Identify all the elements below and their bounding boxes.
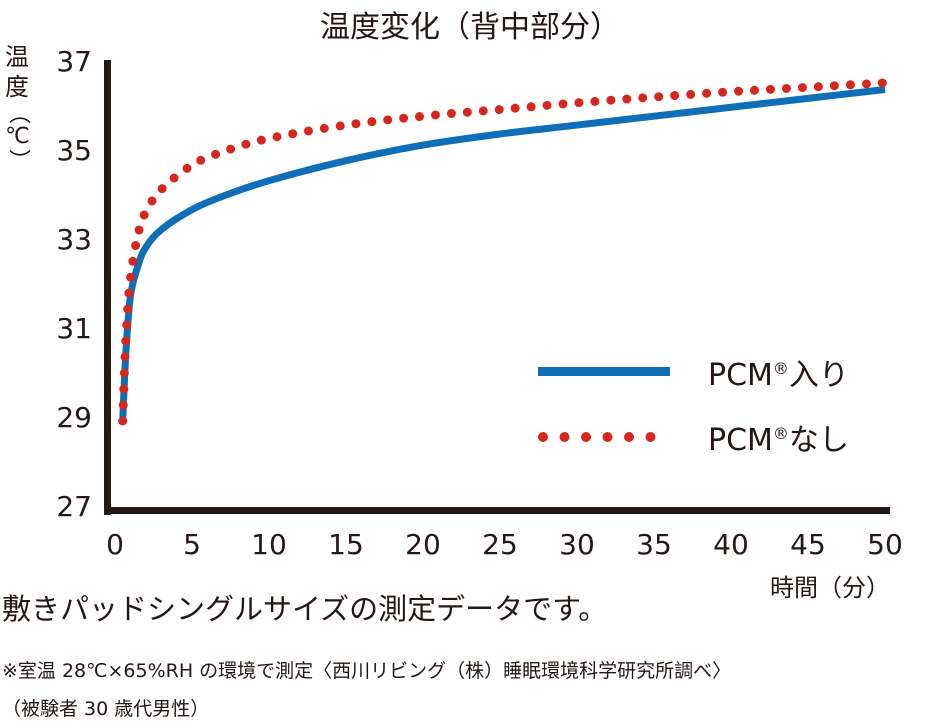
x-tick-label: 30 bbox=[559, 528, 595, 561]
legend-label-pcm-without: PCM®なし bbox=[708, 423, 849, 458]
y-tick-label: 31 bbox=[56, 312, 92, 345]
legend-dot bbox=[538, 432, 548, 442]
y-tick-label: 35 bbox=[56, 134, 92, 167]
series-line-pcm-without bbox=[118, 78, 890, 426]
x-tick-label: 10 bbox=[251, 528, 287, 561]
x-tick-label: 50 bbox=[867, 528, 903, 561]
legend-dot bbox=[602, 432, 613, 442]
legend-swatch-solid bbox=[538, 367, 670, 376]
note-measurement: 敷きパッドシングルサイズの測定データです。 bbox=[2, 592, 608, 626]
y-tick-label: 37 bbox=[56, 45, 92, 78]
y-tick-label: 33 bbox=[56, 223, 92, 256]
x-axis-line bbox=[104, 507, 890, 514]
note-subject: （被験者 30 歳代男性） bbox=[2, 698, 210, 720]
y-axis-label: 温 度 （℃） bbox=[2, 42, 32, 171]
x-tick-label: 40 bbox=[713, 528, 749, 561]
x-tick-label: 35 bbox=[636, 528, 672, 561]
note-conditions: ※室温 28℃×65%RH の環境で測定〈西川リビング（株）睡眠環境科学研究所調… bbox=[2, 660, 732, 682]
series-line-pcm-with bbox=[119, 85, 886, 422]
legend-dot bbox=[559, 432, 570, 442]
legend-swatch-dotted bbox=[538, 432, 656, 442]
y-tick-label: 29 bbox=[56, 401, 92, 434]
x-tick-label: 0 bbox=[106, 528, 124, 561]
x-tick-label: 45 bbox=[790, 528, 826, 561]
x-tick-label: 25 bbox=[482, 528, 518, 561]
legend-dot bbox=[624, 432, 634, 442]
x-tick-label: 5 bbox=[183, 528, 201, 561]
legend-dot bbox=[645, 432, 656, 442]
y-tick-label: 27 bbox=[56, 490, 92, 523]
x-axis-label: 時間（分） bbox=[770, 574, 890, 602]
legend-label-pcm-with: PCM®入り bbox=[708, 358, 849, 393]
y-axis-label-line: 温 bbox=[5, 43, 29, 71]
x-tick-label: 15 bbox=[328, 528, 364, 561]
y-axis-label-line: 度 bbox=[5, 73, 29, 101]
y-axis-line bbox=[104, 60, 111, 515]
legend bbox=[538, 367, 670, 442]
legend-dot bbox=[581, 432, 591, 442]
series-layer bbox=[118, 78, 890, 426]
x-tick-label: 20 bbox=[405, 528, 441, 561]
y-axis-label-line: （℃） bbox=[5, 102, 30, 171]
chart-title: 温度変化（背中部分） bbox=[320, 10, 620, 45]
